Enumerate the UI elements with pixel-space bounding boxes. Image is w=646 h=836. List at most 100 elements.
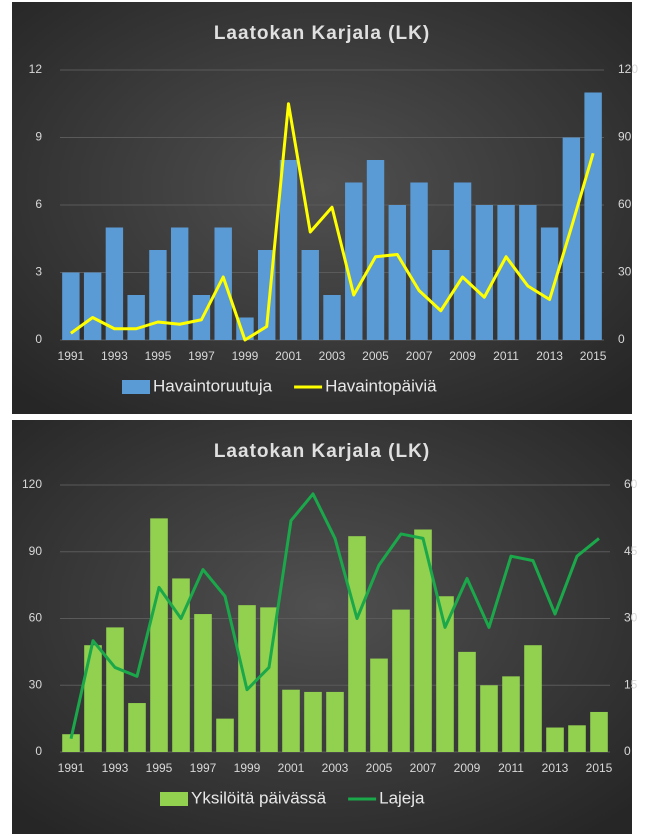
x-tick-label: 1993 xyxy=(102,761,129,775)
x-tick-label: 2011 xyxy=(493,349,519,363)
bar xyxy=(323,295,341,340)
chart-title: Laatokan Karjala (LK) xyxy=(214,23,430,44)
bar xyxy=(326,691,344,752)
legend-label: Lajeja xyxy=(379,788,425,807)
bar xyxy=(502,676,520,752)
bar xyxy=(590,711,608,752)
chart-background xyxy=(12,420,632,834)
x-tick-label: 2015 xyxy=(586,761,613,775)
y2-tick-label: 0 xyxy=(624,744,631,758)
y-tick-label: 0 xyxy=(35,744,42,758)
legend-swatch xyxy=(160,792,188,806)
y-tick-label: 6 xyxy=(35,197,42,211)
bar xyxy=(453,182,472,340)
bar xyxy=(304,691,322,752)
y-tick-label: 12 xyxy=(29,62,43,76)
bar xyxy=(524,645,542,752)
bar xyxy=(106,627,124,752)
y2-tick-label: 0 xyxy=(618,332,625,346)
y-tick-label: 120 xyxy=(22,477,42,491)
bar xyxy=(519,205,537,340)
bar xyxy=(194,614,212,752)
bar xyxy=(84,645,102,752)
bar xyxy=(83,272,102,340)
chart-title: Laatokan Karjala (LK) xyxy=(214,441,430,462)
bar xyxy=(410,182,428,340)
bar xyxy=(150,518,168,752)
legend-label: Havaintopäiviä xyxy=(325,376,437,395)
bar xyxy=(170,227,189,340)
bar xyxy=(388,205,406,340)
x-tick-label: 1995 xyxy=(146,761,173,775)
bar xyxy=(540,227,559,340)
x-tick-label: 2009 xyxy=(454,761,481,775)
x-tick-label: 1997 xyxy=(190,761,217,775)
y2-tick-label: 90 xyxy=(618,130,632,144)
y-tick-label: 3 xyxy=(35,265,42,279)
x-tick-label: 1999 xyxy=(234,761,261,775)
line xyxy=(70,102,595,342)
x-tick-label: 2011 xyxy=(498,761,524,775)
y2-tick-label: 120 xyxy=(618,62,638,76)
bar xyxy=(128,703,146,752)
y-tick-label: 60 xyxy=(29,611,43,625)
x-tick-label: 2001 xyxy=(278,761,305,775)
bar xyxy=(546,727,564,752)
x-tick-label: 2005 xyxy=(366,761,393,775)
x-tick-label: 2007 xyxy=(406,349,433,363)
x-tick-label: 1999 xyxy=(232,349,259,363)
legend-swatch xyxy=(122,380,150,394)
bar xyxy=(348,536,366,752)
y-tick-label: 30 xyxy=(29,677,43,691)
bar xyxy=(105,227,124,340)
x-tick-label: 2013 xyxy=(542,761,569,775)
x-tick-label: 2003 xyxy=(322,761,349,775)
legend-label: Havaintoruutuja xyxy=(153,376,273,395)
x-tick-label: 1993 xyxy=(101,349,128,363)
y2-tick-label: 45 xyxy=(624,544,638,558)
x-tick-label: 2015 xyxy=(580,349,607,363)
bar xyxy=(480,685,498,752)
line xyxy=(69,492,600,739)
bar xyxy=(366,160,385,340)
bar xyxy=(216,718,234,752)
bar xyxy=(149,250,167,340)
bar xyxy=(301,250,319,340)
bar xyxy=(282,689,300,752)
y2-tick-label: 30 xyxy=(618,265,632,279)
y-tick-label: 90 xyxy=(29,544,43,558)
x-tick-label: 2007 xyxy=(410,761,437,775)
bar xyxy=(436,596,454,752)
x-tick-label: 2001 xyxy=(275,349,302,363)
bar xyxy=(279,160,298,340)
bar xyxy=(568,725,586,752)
x-tick-label: 2003 xyxy=(319,349,346,363)
bar xyxy=(392,609,410,752)
bar xyxy=(172,578,190,752)
bar xyxy=(584,92,602,340)
bar xyxy=(497,205,515,340)
x-tick-label: 1995 xyxy=(145,349,172,363)
bar xyxy=(562,137,581,340)
bar xyxy=(62,734,80,752)
y2-tick-label: 15 xyxy=(624,677,638,691)
bar xyxy=(414,529,432,752)
legend-label: Yksilöitä päivässä xyxy=(191,788,327,807)
x-tick-label: 2013 xyxy=(536,349,563,363)
y2-tick-label: 60 xyxy=(624,477,638,491)
x-tick-label: 1997 xyxy=(188,349,215,363)
bar xyxy=(475,205,494,340)
y-tick-label: 9 xyxy=(35,130,42,144)
bar xyxy=(238,605,256,752)
x-tick-label: 1991 xyxy=(58,761,85,775)
y-tick-label: 0 xyxy=(35,332,42,346)
y2-tick-label: 30 xyxy=(624,611,638,625)
y2-tick-label: 60 xyxy=(618,197,632,211)
bar xyxy=(432,250,450,340)
bar xyxy=(127,295,145,340)
bar xyxy=(345,182,363,340)
x-tick-label: 2005 xyxy=(362,349,389,363)
bar xyxy=(458,651,476,752)
bar xyxy=(62,272,80,340)
